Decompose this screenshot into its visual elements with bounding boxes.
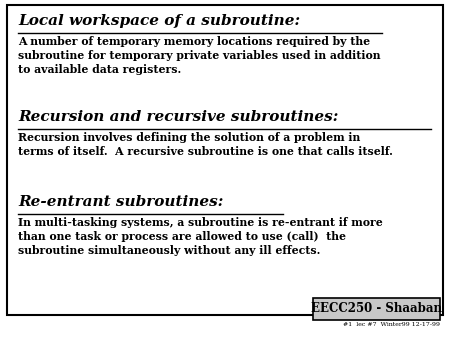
Text: In multi-tasking systems, a subroutine is re-entrant if more
than one task or pr: In multi-tasking systems, a subroutine i… xyxy=(18,217,383,256)
Text: EECC250 - Shaaban: EECC250 - Shaaban xyxy=(311,303,442,315)
Text: Recursion and recursive subroutines:: Recursion and recursive subroutines: xyxy=(18,110,338,124)
Text: Recursion involves defining the solution of a problem in
terms of itself.  A rec: Recursion involves defining the solution… xyxy=(18,132,393,157)
Text: Re-entrant subroutines:: Re-entrant subroutines: xyxy=(18,195,223,209)
Text: Local workspace of a subroutine:: Local workspace of a subroutine: xyxy=(18,14,300,28)
Bar xyxy=(313,298,440,320)
Text: #1  lec #7  Winter99 12-17-99: #1 lec #7 Winter99 12-17-99 xyxy=(343,322,440,328)
Text: A number of temporary memory locations required by the
subroutine for temporary : A number of temporary memory locations r… xyxy=(18,36,381,75)
